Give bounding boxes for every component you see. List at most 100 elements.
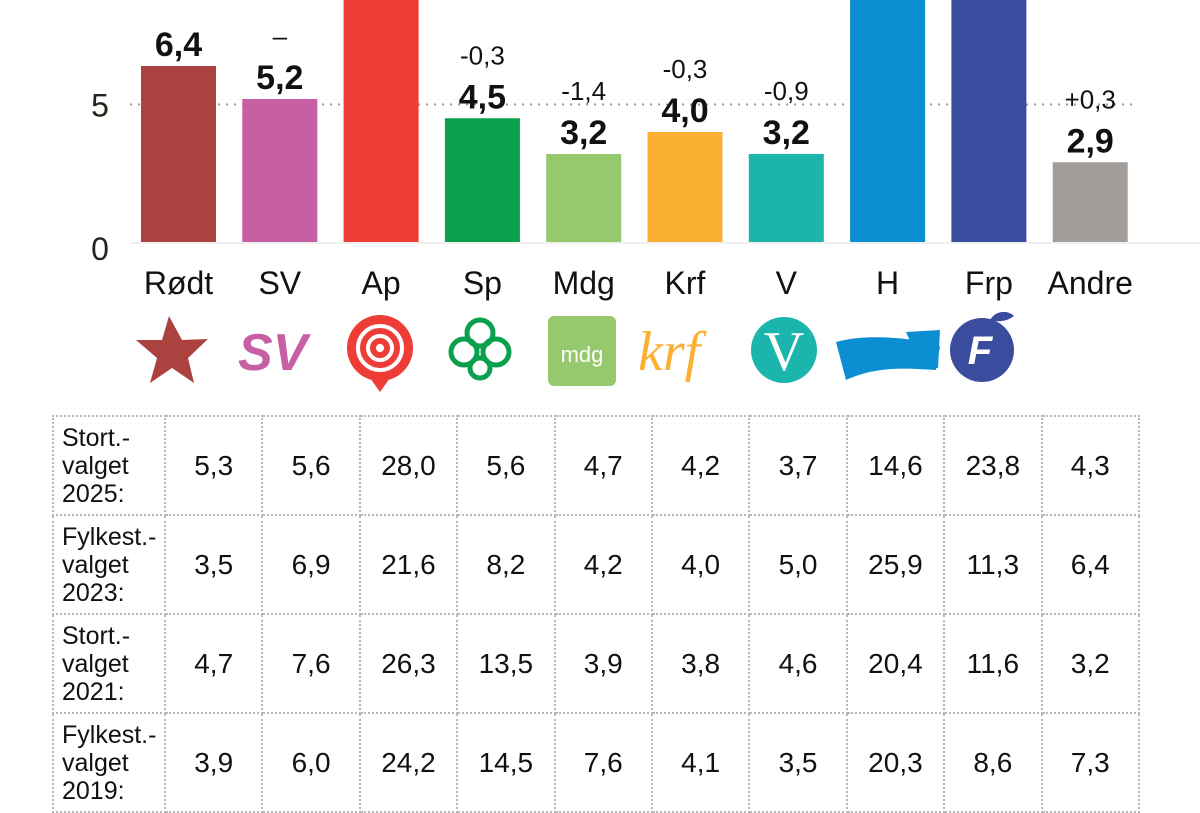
table-cell: 5,3 xyxy=(165,415,264,516)
bar-h xyxy=(850,0,926,242)
bar-andre xyxy=(1052,162,1128,242)
category-label: SV xyxy=(258,265,301,301)
table-cell: 25,9 xyxy=(846,515,946,615)
row-label: Stort.- valget 2025: xyxy=(52,415,166,516)
table-cell: 11,6 xyxy=(944,614,1043,714)
svg-text:V: V xyxy=(764,321,804,383)
bar-mdg xyxy=(546,154,622,242)
y-tick-label: 5 xyxy=(91,88,109,124)
table-cell: 4,1 xyxy=(651,713,751,813)
table-cell: 7,6 xyxy=(262,614,361,714)
table-cell: 5,6 xyxy=(262,415,361,516)
bar-value-label: 6,4 xyxy=(155,26,202,64)
category-label: Andre xyxy=(1048,265,1133,301)
bar-value-label: 3,2 xyxy=(763,114,810,152)
bar-frp xyxy=(951,0,1027,242)
bar-change-label: -0,3 xyxy=(460,40,505,70)
table-cell: 23,8 xyxy=(944,415,1043,516)
ap-rose-icon xyxy=(347,315,413,392)
mdg-logo-icon: mdg xyxy=(548,316,616,386)
bar-krf xyxy=(647,132,723,242)
row-label-line: valget xyxy=(62,550,129,579)
history-table: Stort.- valget 2025: 5,3 5,6 28,0 5,6 4,7 4,2 3,7… xyxy=(52,415,1141,813)
row-label: Fylkest.- valget 2023: xyxy=(52,515,166,615)
table-cell: 14,5 xyxy=(457,713,556,813)
category-label: Mdg xyxy=(553,265,615,301)
table-cell: 6,4 xyxy=(1041,515,1141,615)
table-cell: 3,5 xyxy=(165,515,264,615)
sv-logo-icon: SV xyxy=(238,324,312,382)
row-label-line: Fylkest.- xyxy=(62,522,157,551)
bar-change-label: -0,3 xyxy=(663,54,708,84)
row-label: Fylkest.- valget 2019: xyxy=(52,713,166,813)
table-cell: 4,3 xyxy=(1041,415,1141,516)
table-cell: 4,6 xyxy=(749,614,848,714)
category-label: H xyxy=(876,265,899,301)
sp-clover-icon xyxy=(448,317,512,381)
bar-ap xyxy=(343,0,419,242)
table-cell: 3,8 xyxy=(651,614,751,714)
table-cell: 3,2 xyxy=(1041,614,1141,714)
bar-change-label: – xyxy=(273,21,288,51)
category-label: Krf xyxy=(665,265,706,301)
table-cell: 20,3 xyxy=(846,713,946,813)
svg-text:mdg: mdg xyxy=(561,342,604,367)
table-cell: 14,6 xyxy=(846,415,946,516)
table-cell: 6,0 xyxy=(262,713,361,813)
svg-text:F: F xyxy=(968,329,994,373)
category-label: Ap xyxy=(362,265,401,301)
bar-value-label: 4,0 xyxy=(661,92,708,130)
bar-value-label: 2,9 xyxy=(1067,122,1114,160)
category-label: Sp xyxy=(463,265,502,301)
table-row: Fylkest.- valget 2023: 3,5 6,9 21,6 8,2 4,2 4,0 5… xyxy=(52,515,1141,615)
row-label-line: valget xyxy=(62,451,129,480)
table-cell: 28,0 xyxy=(359,415,459,516)
table-cell: 8,6 xyxy=(944,713,1043,813)
row-label-line: Stort.- xyxy=(62,423,131,452)
bar-chart: 0 5 6,4 5,2 – 4,5 -0,3 3,2 -1,4 4,0 -0,3 3,2 -0,9 2,… xyxy=(0,0,1200,400)
frp-apple-icon: F xyxy=(950,311,1014,382)
table-cell: 11,3 xyxy=(944,515,1043,615)
row-label-line: 2019: xyxy=(62,776,125,805)
table-cell: 4,7 xyxy=(165,614,264,714)
chart-svg: 0 5 6,4 5,2 – 4,5 -0,3 3,2 -1,4 4,0 -0,3 3,2 -0,9 2,… xyxy=(91,0,1200,392)
table-cell: 3,9 xyxy=(165,713,264,813)
table-cell: 8,2 xyxy=(457,515,556,615)
table-row: Stort.- valget 2025: 5,3 5,6 28,0 5,6 4,7 4,2 3,7… xyxy=(52,415,1141,516)
table-cell: 6,9 xyxy=(262,515,361,615)
row-label-line: valget xyxy=(62,748,129,777)
bar-value-label: 3,2 xyxy=(560,114,607,152)
table-cell: 24,2 xyxy=(359,713,459,813)
krf-logo-icon: krf xyxy=(638,321,708,383)
table-cell: 7,6 xyxy=(554,713,653,813)
category-label: Rødt xyxy=(144,265,213,301)
table-cell: 4,7 xyxy=(554,415,653,516)
table-cell: 7,3 xyxy=(1041,713,1141,813)
rodt-star-icon xyxy=(136,316,208,383)
bar-change-label: -1,4 xyxy=(561,76,606,106)
svg-text:krf: krf xyxy=(638,321,708,383)
table-cell: 4,2 xyxy=(651,415,751,516)
category-label: V xyxy=(776,265,798,301)
table-cell: 26,3 xyxy=(359,614,459,714)
bar-sv xyxy=(242,99,318,242)
table-cell: 4,2 xyxy=(554,515,653,615)
bar-value-label: 4,5 xyxy=(459,78,506,116)
table-cell: 21,6 xyxy=(359,515,459,615)
table-cell: 20,4 xyxy=(846,614,946,714)
bar-change-label: +0,3 xyxy=(1065,84,1116,114)
svg-text:SV: SV xyxy=(238,324,312,382)
table-row: Stort.- valget 2021: 4,7 7,6 26,3 13,5 3,9 3,8 4,… xyxy=(52,614,1141,714)
y-tick-label: 0 xyxy=(91,231,109,267)
row-label-line: valget xyxy=(62,649,129,678)
table-row: Fylkest.- valget 2019: 3,9 6,0 24,2 14,5 7,6 4,1… xyxy=(52,713,1141,813)
table-cell: 3,5 xyxy=(749,713,848,813)
bar-rødt xyxy=(141,66,216,242)
table-cell: 13,5 xyxy=(457,614,556,714)
table-cell: 3,9 xyxy=(554,614,653,714)
category-label: Frp xyxy=(965,265,1013,301)
table-cell: 5,6 xyxy=(457,415,556,516)
hoyre-arrow-icon xyxy=(836,330,940,380)
row-label-line: Fylkest.- xyxy=(62,720,157,749)
table-cell: 4,0 xyxy=(651,515,751,615)
